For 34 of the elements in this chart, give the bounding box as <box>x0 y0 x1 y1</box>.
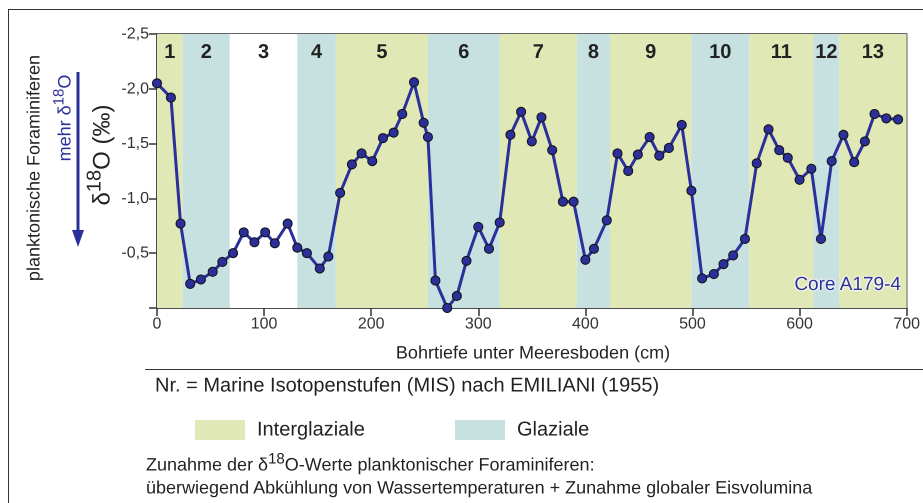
x-tick-label: 600 <box>786 316 814 332</box>
x-tick-label: 400 <box>572 316 599 332</box>
y-tick-label: -1,5 <box>121 135 150 152</box>
text: Glaziale <box>517 418 590 442</box>
text: überwiegend Abkühlung von Wassertemperaturen + Zunahme globaler Eisvolumina <box>146 478 812 498</box>
y-tick-label: -2,0 <box>121 80 150 98</box>
band-label: 1 <box>164 41 176 63</box>
text: Zunahme der δ$^{18}$O-Werte planktonischer Foraminiferen: <box>146 450 595 476</box>
band-label: 8 <box>588 41 599 63</box>
x-tick-label: 0 <box>152 316 162 332</box>
x-tick-label: 500 <box>679 316 706 332</box>
band-label: 12 <box>815 41 838 63</box>
y-tick-label: -2,5 <box>121 26 150 42</box>
band-label: 10 <box>709 41 732 63</box>
text: Interglaziale <box>257 418 365 442</box>
band-label: 3 <box>258 41 270 63</box>
annotation: Core A179-4 <box>794 274 901 296</box>
y-tick-label: -0,5 <box>121 244 150 262</box>
x-tick-label: 100 <box>250 316 278 332</box>
text: Nr. = Marine Isotopenstufen (MIS) nach EMILIANI (1955) <box>155 374 660 398</box>
x-tick-label: 300 <box>464 316 492 332</box>
x-axis-title: Bohrtiefe unter Meeresboden (cm) <box>396 342 670 364</box>
band-label: 13 <box>862 41 884 63</box>
band-label: 2 <box>200 41 212 63</box>
band-label: 7 <box>532 41 544 63</box>
y-tick-label: -1,0 <box>121 190 150 207</box>
band-label: 5 <box>376 41 388 63</box>
band-label: 6 <box>458 41 470 63</box>
band-label: 9 <box>645 41 656 63</box>
band-label: 4 <box>311 41 324 63</box>
text: planktonische Foraminiferen <box>24 54 44 282</box>
band-label: 11 <box>770 41 792 63</box>
x-tick-label: 200 <box>358 316 385 332</box>
x-tick-label: 700 <box>893 316 920 332</box>
